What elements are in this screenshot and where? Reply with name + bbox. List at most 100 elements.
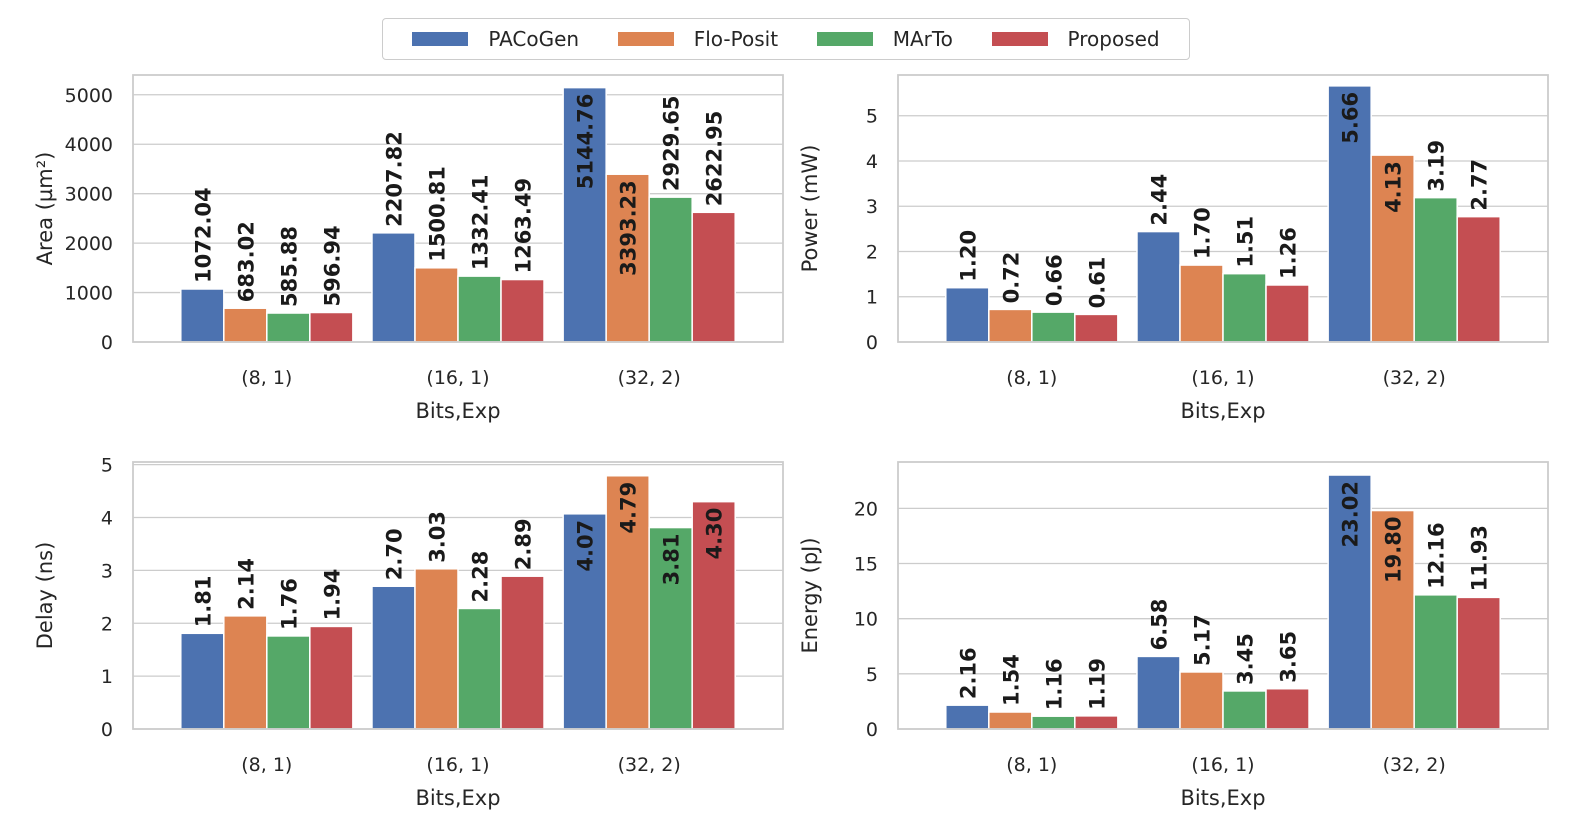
bar-value-label: 1072.04 [191, 187, 215, 283]
bar-value-label: 1500.81 [425, 166, 449, 262]
y-tick-label: 5 [866, 106, 878, 128]
bar-area-2-0 [266, 312, 311, 343]
bar-value-label: 596.94 [320, 225, 344, 306]
plot-frame [897, 461, 1549, 730]
bar-value-label: 0.66 [1042, 254, 1066, 306]
bar-value-label: 1.19 [1085, 658, 1109, 710]
bar-value-label: 1.26 [1277, 227, 1301, 279]
bar-delay-3-2 [691, 500, 736, 730]
bar-energy-2-2 [1413, 594, 1458, 730]
bar-value-label: 1.76 [277, 578, 301, 630]
bar-value-label: 1.16 [1042, 658, 1066, 710]
bar-delay-0-1 [371, 585, 416, 730]
y-tick-label: 2 [101, 613, 113, 635]
bar-value-label: 2.77 [1468, 159, 1492, 211]
bar-power-0-1 [1136, 230, 1181, 343]
x-tick-label: (16, 1) [1191, 367, 1254, 389]
bar-power-2-0 [1031, 311, 1076, 343]
bar-area-3-0 [309, 311, 354, 343]
y-tick-label: 15 [854, 554, 878, 576]
bar-value-label: 2207.82 [382, 131, 406, 227]
y-axis-label: Delay (ns) [33, 542, 57, 650]
bar-value-label: 0.72 [999, 252, 1023, 304]
y-tick-label: 5000 [65, 85, 113, 107]
y-tick-label: 1 [101, 666, 113, 688]
legend-label-flo-posit: Flo-Posit [693, 27, 779, 51]
bar-energy-1-1 [1179, 671, 1224, 730]
legend-label-proposed: Proposed [1067, 27, 1160, 51]
x-axis-label: Bits,Exp [1180, 786, 1265, 810]
bar-value-label: 2.70 [382, 528, 406, 580]
bar-energy-1-0 [988, 711, 1033, 730]
y-tick-label: 0 [866, 332, 878, 354]
x-axis-label: Bits,Exp [415, 399, 500, 423]
y-tick-label: 3 [101, 560, 113, 582]
bar-area-0-0 [180, 288, 225, 343]
x-tick-label: (8, 1) [1006, 367, 1057, 389]
bar-power-3-1 [1265, 284, 1310, 343]
bar-value-label: 1.70 [1190, 207, 1214, 259]
y-tick-label: 4 [866, 151, 878, 173]
bar-power-2-1 [1222, 272, 1267, 343]
y-tick-label: 0 [101, 332, 113, 354]
bar-value-label: 2929.65 [660, 95, 684, 191]
bar-energy-0-1 [1136, 655, 1181, 730]
plot-frame [897, 74, 1549, 343]
bar-value-label: 1.94 [320, 569, 344, 621]
bar-value-label: 4.13 [1382, 161, 1406, 213]
bar-value-label: 0.61 [1085, 257, 1109, 309]
legend-swatch-marto [816, 32, 873, 46]
plot-frame [132, 461, 784, 730]
bar-power-1-1 [1179, 264, 1224, 343]
bar-power-0-2 [1327, 85, 1372, 343]
y-tick-label: 1 [866, 287, 878, 309]
bar-value-label: 1.54 [999, 654, 1023, 706]
y-tick-label: 10 [854, 609, 878, 631]
bar-delay-2-1 [457, 607, 502, 730]
bar-value-label: 2622.95 [703, 111, 727, 207]
bar-area-2-1 [457, 275, 502, 343]
bar-area-3-1 [500, 278, 545, 343]
x-tick-label: (16, 1) [1191, 754, 1254, 776]
bar-value-label: 3.81 [660, 534, 684, 586]
y-tick-label: 5 [866, 664, 878, 686]
x-tick-label: (32, 2) [618, 754, 681, 776]
bar-delay-3-1 [500, 575, 545, 730]
legend-item-flo-posit: Flo-Posit [617, 27, 779, 51]
legend-item-marto: MArTo [816, 27, 953, 51]
bar-value-label: 5144.76 [574, 94, 598, 190]
x-tick-label: (8, 1) [241, 754, 292, 776]
bar-power-0-0 [945, 286, 990, 343]
bar-value-label: 1263.49 [512, 178, 536, 274]
bar-value-label: 585.88 [277, 226, 301, 307]
bar-delay-2-0 [266, 635, 311, 730]
y-axis-label: Power (mW) [798, 145, 822, 273]
chart-panel-power: 0 1 2 3 4 5 1.20 0.72 0.66 0.61 (8, 1) 2.44 1.70 1.51… [798, 74, 1549, 423]
bar-power-3-0 [1074, 313, 1119, 343]
y-tick-label: 2000 [65, 233, 113, 255]
x-tick-label: (16, 1) [426, 754, 489, 776]
x-tick-label: (16, 1) [426, 367, 489, 389]
bar-value-label: 4.30 [703, 508, 727, 560]
bar-energy-2-1 [1222, 690, 1267, 730]
bar-value-label: 2.16 [956, 647, 980, 699]
legend-item-pacogen: PACoGen [412, 27, 579, 51]
chart-panel-energy: 0 5 10 15 20 2.16 1.54 1.16 1.19 (8, 1) 6.58 5.17 3.… [798, 461, 1549, 810]
legend-swatch-proposed [991, 32, 1048, 46]
bar-value-label: 6.58 [1147, 599, 1171, 651]
bar-delay-1-0 [223, 615, 268, 730]
x-tick-label: (32, 2) [1383, 367, 1446, 389]
y-axis-label: Energy (pJ) [798, 537, 822, 653]
y-tick-label: 0 [101, 719, 113, 741]
x-tick-label: (32, 2) [618, 367, 681, 389]
bar-value-label: 4.07 [574, 520, 598, 572]
bar-value-label: 12.16 [1425, 522, 1449, 588]
y-tick-label: 2 [866, 241, 878, 263]
bar-value-label: 3.19 [1425, 140, 1449, 192]
y-tick-label: 3 [866, 196, 878, 218]
bar-value-label: 2.28 [469, 551, 493, 603]
legend-swatch-flo-posit [617, 32, 674, 46]
bar-delay-1-1 [414, 568, 459, 730]
x-tick-label: (32, 2) [1383, 754, 1446, 776]
